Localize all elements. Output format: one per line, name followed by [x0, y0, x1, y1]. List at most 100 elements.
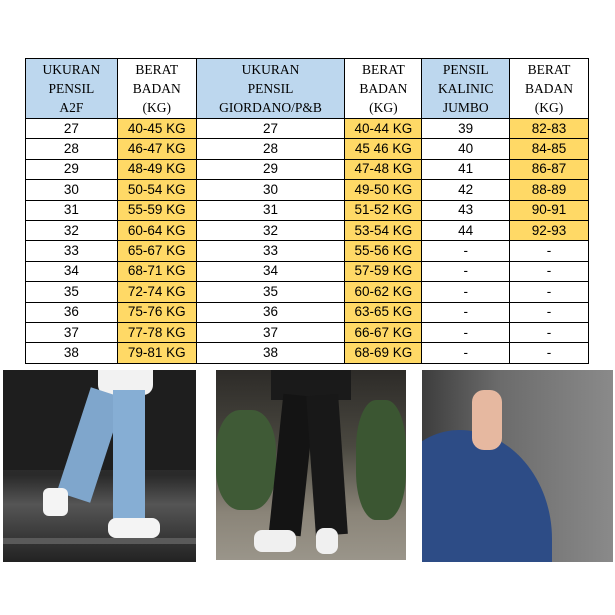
table-row: 38 79-81 KG 38 68-69 KG - -: [25, 342, 589, 364]
header-line: PENSIL: [48, 81, 95, 96]
header-line: (KG): [534, 100, 564, 115]
weight-cell: 86-87: [509, 158, 589, 181]
table-row: 36 75-76 KG 36 63-65 KG - -: [25, 301, 589, 323]
weight-cell: 47-48 KG: [344, 158, 423, 181]
size-cell: -: [421, 260, 511, 283]
size-cell: 36: [25, 301, 118, 323]
size-cell: 29: [195, 158, 346, 181]
size-cell: 30: [25, 179, 118, 201]
weight-cell: 88-89: [509, 179, 589, 201]
weight-cell: 79-81 KG: [116, 342, 197, 364]
size-cell: 37: [25, 321, 118, 344]
weight-cell: 50-54 KG: [116, 179, 197, 201]
product-photo-denim-closeup: [422, 370, 613, 562]
size-cell: 27: [25, 117, 118, 140]
size-cell: 41: [421, 158, 511, 181]
weight-cell: 72-74 KG: [116, 281, 197, 303]
size-chart-table: UKURAN PENSIL A2F BERAT BADAN (KG) UKURAN PENSI…: [25, 58, 589, 364]
header-line: PENSIL: [247, 81, 294, 96]
product-photo-black-jeans: [216, 370, 406, 560]
header-line: BERAT: [135, 62, 179, 77]
weight-cell: 40-45 KG: [116, 117, 197, 140]
table-row: 37 77-78 KG 37 66-67 KG - -: [25, 321, 589, 344]
weight-cell: 49-50 KG: [344, 179, 423, 201]
size-cell: 38: [195, 342, 346, 364]
weight-cell: 66-67 KG: [344, 321, 423, 344]
weight-cell: 53-54 KG: [344, 219, 423, 242]
table-row: 33 65-67 KG 33 55-56 KG - -: [25, 240, 589, 262]
size-cell: 32: [195, 219, 346, 242]
weight-cell: 57-59 KG: [344, 260, 423, 283]
weight-cell: 60-64 KG: [116, 219, 197, 242]
size-cell: 31: [25, 199, 118, 221]
weight-cell: 90-91: [509, 199, 589, 221]
header-line: (KG): [369, 100, 398, 115]
size-cell: 39: [421, 117, 511, 140]
weight-cell: 51-52 KG: [344, 199, 423, 221]
weight-cell: 48-49 KG: [116, 158, 197, 181]
size-cell: 44: [421, 219, 511, 242]
size-cell: 33: [195, 240, 346, 262]
size-cell: 31: [195, 199, 346, 221]
size-cell: 35: [195, 281, 346, 303]
size-cell: 38: [25, 342, 118, 364]
weight-cell: 55-59 KG: [116, 199, 197, 221]
weight-cell: 68-69 KG: [344, 342, 423, 364]
size-cell: 34: [25, 260, 118, 283]
header-line: A2F: [59, 100, 84, 115]
size-cell: 33: [25, 240, 118, 262]
size-cell: 43: [421, 199, 511, 221]
size-cell: 35: [25, 281, 118, 303]
header-line: UKURAN: [42, 62, 101, 77]
weight-cell: -: [509, 281, 589, 303]
size-cell: 29: [25, 158, 118, 181]
weight-cell: 75-76 KG: [116, 301, 197, 323]
weight-cell: 82-83: [509, 117, 589, 140]
size-cell: 30: [195, 179, 346, 201]
header-cell: PENSIL KALINIC JUMBO: [421, 58, 511, 119]
weight-cell: 45 46 KG: [344, 138, 423, 160]
header-cell: BERAT BADAN (KG): [509, 58, 589, 119]
size-cell: 32: [25, 219, 118, 242]
table-row: 29 48-49 KG 29 47-48 KG 41 86-87: [25, 158, 589, 181]
table-row: 27 40-45 KG 27 40-44 KG 39 82-83: [25, 117, 589, 140]
weight-cell: -: [509, 301, 589, 323]
table-row: 28 46-47 KG 28 45 46 KG 40 84-85: [25, 138, 589, 160]
size-cell: 42: [421, 179, 511, 201]
weight-cell: -: [509, 342, 589, 364]
size-cell: 27: [195, 117, 346, 140]
size-cell: -: [421, 342, 511, 364]
table-row: 32 60-64 KG 32 53-54 KG 44 92-93: [25, 219, 589, 242]
weight-cell: -: [509, 260, 589, 283]
header-line: (KG): [142, 100, 172, 115]
weight-cell: 55-56 KG: [344, 240, 423, 262]
weight-cell: 92-93: [509, 219, 589, 242]
header-line: BADAN: [525, 81, 574, 96]
size-cell: 40: [421, 138, 511, 160]
table-row: 31 55-59 KG 31 51-52 KG 43 90-91: [25, 199, 589, 221]
size-cell: -: [421, 281, 511, 303]
weight-cell: -: [509, 240, 589, 262]
weight-cell: 65-67 KG: [116, 240, 197, 262]
weight-cell: -: [509, 321, 589, 344]
product-photo-light-jeans: [3, 370, 196, 562]
header-cell: UKURAN PENSIL GIORDANO/P&B: [195, 58, 346, 119]
header-line: BERAT: [527, 62, 571, 77]
header-line: KALINIC: [437, 81, 494, 96]
header-cell: UKURAN PENSIL A2F: [25, 58, 118, 119]
size-cell: 36: [195, 301, 346, 323]
table-row: 35 72-74 KG 35 60-62 KG - -: [25, 281, 589, 303]
weight-cell: 46-47 KG: [116, 138, 197, 160]
size-cell: 28: [195, 138, 346, 160]
table-row: 30 50-54 KG 30 49-50 KG 42 88-89: [25, 179, 589, 201]
header-row: UKURAN PENSIL A2F BERAT BADAN (KG) UKURAN PENSI…: [25, 58, 589, 119]
weight-cell: 60-62 KG: [344, 281, 423, 303]
weight-cell: 77-78 KG: [116, 321, 197, 344]
header-line: GIORDANO/P&B: [219, 100, 322, 115]
weight-cell: 40-44 KG: [344, 117, 423, 140]
header-cell: BERAT BADAN (KG): [116, 58, 197, 119]
size-cell: 37: [195, 321, 346, 344]
size-cell: 28: [25, 138, 118, 160]
size-cell: 34: [195, 260, 346, 283]
header-line: BADAN: [132, 81, 181, 96]
